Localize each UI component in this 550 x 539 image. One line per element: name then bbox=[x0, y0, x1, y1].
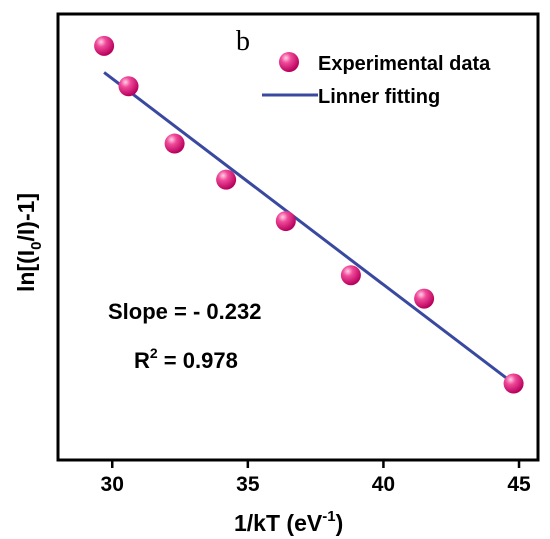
legend-label-fit: Linner fitting bbox=[318, 86, 440, 108]
legend: Experimental data Linner fitting bbox=[262, 52, 491, 108]
x-axis-ticks bbox=[110, 460, 521, 468]
x-axis-label-main: 1/kT (eV bbox=[234, 510, 323, 536]
legend-marker-experimental bbox=[279, 52, 299, 72]
x-tick-label-2: 40 bbox=[372, 473, 395, 496]
x-axis-label-superscript: -1 bbox=[322, 508, 335, 525]
x-tick-label-1: 35 bbox=[236, 473, 260, 496]
x-axis-label: 1/kT (eV-1) bbox=[234, 508, 343, 536]
y-axis-label-part-1: ln[(I bbox=[13, 250, 39, 292]
data-point-2 bbox=[164, 133, 185, 154]
x-tick-label-0: 30 bbox=[101, 473, 124, 496]
fit-line bbox=[103, 71, 515, 385]
data-point-5 bbox=[340, 265, 361, 286]
r-squared-superscript: 2 bbox=[150, 345, 158, 361]
panel-label: b bbox=[236, 26, 250, 57]
y-axis-label: ln[(I0/I)-1] bbox=[13, 193, 45, 292]
x-tick-label-3: 45 bbox=[507, 473, 531, 496]
data-point-0 bbox=[94, 35, 115, 56]
data-point-7 bbox=[503, 373, 524, 394]
x-axis-label-close: ) bbox=[336, 510, 344, 536]
data-point-4 bbox=[275, 211, 296, 232]
r-squared-symbol: R bbox=[134, 348, 150, 373]
legend-label-experimental: Experimental data bbox=[318, 53, 491, 75]
slope-annotation: Slope = - 0.232 bbox=[108, 299, 261, 324]
y-axis-label-part-2: /I)-1] bbox=[13, 193, 39, 242]
plot-frame bbox=[56, 12, 540, 462]
data-point-1 bbox=[118, 76, 139, 97]
data-point-6 bbox=[414, 288, 435, 309]
r-squared-annotation: R2 = 0.978 bbox=[134, 345, 238, 373]
data-points bbox=[94, 35, 524, 394]
y-axis-label-subscript: 0 bbox=[28, 242, 45, 250]
data-point-3 bbox=[216, 169, 237, 190]
r-squared-value: = 0.978 bbox=[158, 348, 238, 373]
x-axis-tick-labels: 30 35 40 45 bbox=[101, 473, 531, 496]
